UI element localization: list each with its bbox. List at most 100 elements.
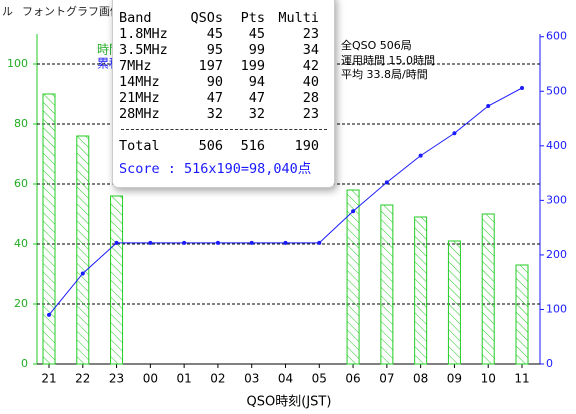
table-row: Band QSOs Pts Multi (119, 10, 319, 26)
table-cell: 95 (206, 42, 223, 58)
bar (76, 135, 90, 365)
table-cell: 21MHz (119, 90, 160, 106)
table-cell: 47 (206, 90, 223, 106)
point (418, 153, 423, 158)
table-cell: Pts (240, 10, 265, 26)
y-tick-label: 80 (14, 117, 28, 130)
bar (414, 216, 428, 365)
bar (42, 93, 56, 365)
x-tick-label: 05 (312, 372, 327, 386)
menu-item[interactable]: フォント (22, 5, 66, 18)
table-cell: 23 (302, 106, 319, 122)
point (486, 104, 491, 108)
bar (110, 195, 124, 365)
summary: 運用時間 15.0時間 (341, 54, 435, 67)
bar (380, 204, 394, 365)
table-cell: 197 (198, 58, 223, 74)
point (384, 180, 389, 185)
x-tick-label: 04 (278, 372, 293, 386)
point (351, 209, 356, 214)
y-tick-label: 20 (14, 297, 28, 310)
x-tick-label: 23 (109, 372, 124, 386)
table-cell: 34 (302, 42, 319, 58)
table-cell: Total (119, 138, 160, 154)
table-cell: 28 (302, 90, 319, 106)
table-cell: 40 (302, 74, 319, 90)
x-tick-label: 07 (379, 372, 394, 386)
table-cell: 3.5MHz (119, 42, 168, 58)
table-cell: 1.8MHz (119, 26, 168, 42)
y2-tick-label: 400 (546, 139, 567, 152)
point (215, 240, 220, 245)
table-cell: 7MHz (119, 58, 152, 74)
x-axis-label: QSO時刻(JST) (247, 395, 332, 410)
table-cell: QSOs (190, 10, 223, 26)
table-cell: 32 (206, 106, 223, 122)
menu-item[interactable]: ル (2, 5, 13, 18)
bar (515, 264, 529, 365)
table-row: 1.8MHz 45 45 23 (119, 26, 319, 42)
y-tick-label: 40 (14, 237, 28, 250)
y-tick-label: 0 (21, 357, 28, 370)
table-row: 7MHz 197 199 42 (119, 58, 319, 74)
x-tick-label: 10 (481, 372, 496, 386)
table-cell: 94 (248, 74, 265, 90)
table-row: 21MHz 47 47 28 (119, 90, 319, 106)
table-cell: 45 (206, 26, 223, 42)
separator (121, 129, 327, 130)
table-cell: 28MHz (119, 106, 160, 122)
table-cell: 32 (248, 106, 265, 122)
y2-tick-label: 200 (546, 248, 567, 261)
x-tick-label: 01 (177, 372, 192, 386)
point (520, 86, 524, 90)
point (114, 240, 119, 245)
table-cell: 506 (198, 138, 223, 154)
table-cell: 42 (302, 58, 319, 74)
bar (447, 240, 461, 365)
table-row: Total 506 516 190 (119, 122, 319, 154)
point (80, 271, 85, 276)
y-tick-label: 60 (14, 177, 28, 190)
table-row: 3.5MHz 95 99 34 (119, 42, 319, 58)
table-cell: Band (119, 10, 152, 26)
table-cell: 199 (240, 58, 265, 74)
score: Score : 516x190=98,040点 (119, 161, 312, 177)
point (182, 240, 187, 245)
x-tick-label: 21 (41, 372, 56, 386)
point (47, 312, 51, 317)
table-cell: 190 (294, 138, 319, 154)
summary: 全QSO 506局 (341, 38, 412, 52)
menu-item[interactable]: グラフ画像 (66, 5, 121, 18)
popup: Band QSOs Pts Multi 1.8MHz 45 45 23 3.5MHz 95 99 34… (112, 0, 335, 188)
x-tick-label: 03 (244, 372, 259, 386)
point (317, 240, 322, 245)
y2-tick-label: 300 (546, 193, 567, 206)
point (283, 240, 288, 245)
band-table: Band QSOs Pts Multi 1.8MHz 45 45 23 3.5MHz 95 99 34… (119, 10, 319, 154)
table-cell: 14MHz (119, 74, 160, 90)
table-cell: 516 (240, 138, 265, 154)
x-tick-label: 11 (514, 372, 529, 386)
point (148, 240, 153, 245)
table-cell: 23 (302, 26, 319, 42)
x-tick-label: 02 (210, 372, 225, 386)
y2-tick-label: 600 (546, 30, 567, 43)
summary: 平均 33.8局/時間 (341, 67, 428, 81)
bar (346, 189, 360, 365)
point (249, 240, 254, 245)
menu-bar: ル フォント グラフ画像 (0, 0, 576, 18)
point (452, 131, 457, 136)
table-cell: Multi (278, 10, 319, 26)
x-tick-label: 06 (345, 372, 360, 386)
table-row: 28MHz 32 32 23 (119, 106, 319, 122)
x-tick-label: 08 (413, 372, 428, 386)
table-row: 14MHz 90 94 40 (119, 74, 319, 90)
table-cell: 47 (248, 90, 265, 106)
x-tick-label: 00 (143, 372, 158, 386)
y2-tick-label: 100 (546, 302, 567, 315)
table-cell: 99 (248, 42, 265, 58)
table-cell: 90 (206, 74, 223, 90)
y2-tick-label: 0 (546, 357, 553, 370)
